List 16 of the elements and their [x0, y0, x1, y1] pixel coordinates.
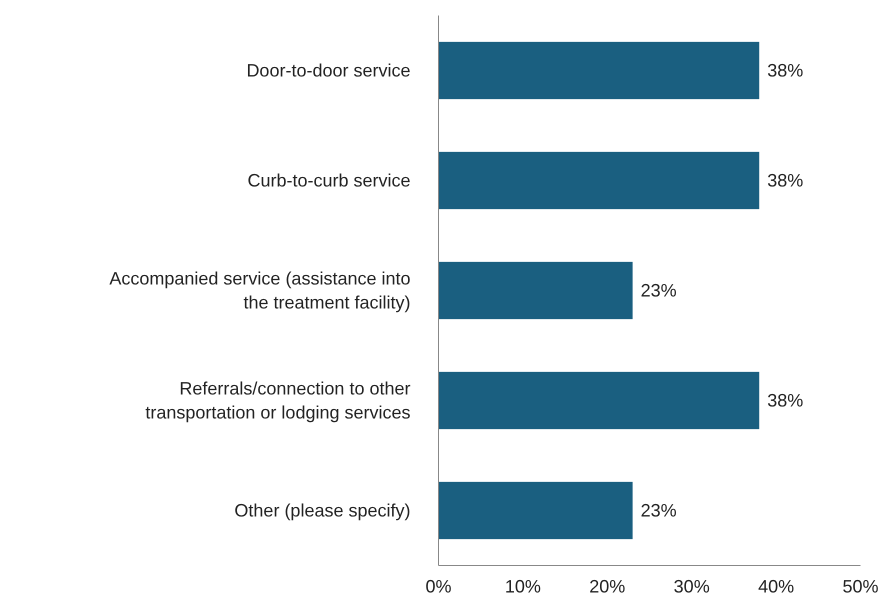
- x-tick-label: 30%: [674, 576, 710, 596]
- y-tick-label: Referrals/connection to other transportation or lodging services: [145, 378, 411, 422]
- x-tick-label: 20%: [589, 576, 626, 596]
- x-tick-label: 40%: [758, 576, 794, 596]
- data-label: 38%: [767, 170, 804, 190]
- x-tick-label: 50%: [842, 576, 879, 596]
- data-label: 38%: [767, 390, 804, 410]
- y-tick-label: Other (please specify): [234, 500, 411, 520]
- x-tick-label: 0%: [425, 576, 452, 596]
- y-tick-label: Door-to-door service: [246, 60, 411, 80]
- data-label: 23%: [640, 500, 677, 520]
- data-label: 38%: [767, 60, 804, 80]
- data-label: 23%: [640, 280, 677, 300]
- x-tick-label: 10%: [504, 576, 541, 596]
- y-tick-label: Accompanied service (assistance into the treatment facility): [109, 268, 410, 312]
- y-tick-label: Curb-to-curb service: [247, 170, 410, 190]
